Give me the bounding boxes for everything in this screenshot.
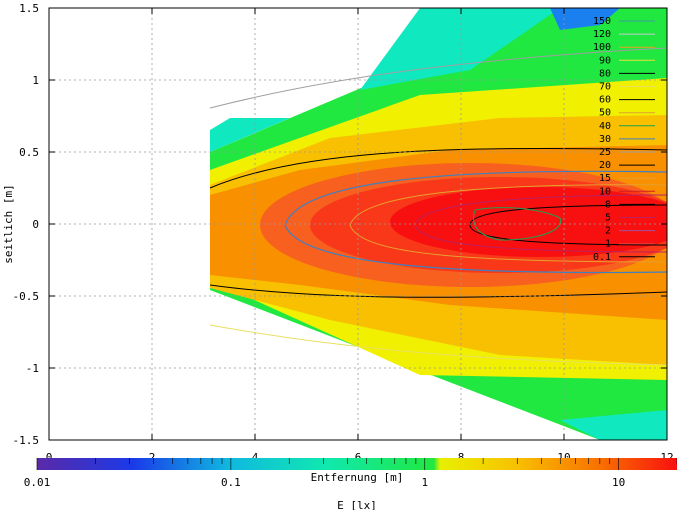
legend-label: 8 xyxy=(605,199,611,210)
heatmap-cyan-lower xyxy=(560,410,667,440)
y-tick-label: 1.5 xyxy=(19,2,39,15)
contour-line-lower-black xyxy=(209,284,667,298)
x-tick-label: 8 xyxy=(458,451,465,464)
colorbar-tick-label: 1 xyxy=(421,476,428,489)
legend-label: 25 xyxy=(599,147,611,158)
legend-label: 15 xyxy=(599,173,611,184)
x-axis-title: Entfernung [m] xyxy=(311,471,404,484)
contour-line-bottom-yellow xyxy=(209,324,667,366)
colorbar-tick-label: 10 xyxy=(612,476,625,489)
legend-label: 0.1 xyxy=(593,252,611,263)
y-tick-label: 0.5 xyxy=(19,146,39,159)
y-tick-label: 1 xyxy=(32,74,39,87)
heatmap-red xyxy=(390,187,667,257)
y-tick-label: -0.5 xyxy=(13,290,40,303)
legend-label: 60 xyxy=(599,95,611,106)
legend: 150 120 100 90 80 70 60 50 40 30 25 20 15 10 8 5 2 1 0.1 xyxy=(593,16,655,263)
x-tick-label: 4 xyxy=(252,451,259,464)
legend-label: 100 xyxy=(593,42,611,53)
x-tick-label: 6 xyxy=(355,451,362,464)
legend-label: 2 xyxy=(605,226,611,237)
contour-line-orange xyxy=(349,184,667,263)
colorbar-ticks: 0.01 0.1 1 10 xyxy=(24,458,677,489)
y-tick-label: -1 xyxy=(26,362,39,375)
legend-label: 10 xyxy=(599,186,611,197)
y-axis-title: seitlich [m] xyxy=(2,184,15,263)
contour-line-magenta xyxy=(414,194,667,253)
x-tick-label: 2 xyxy=(149,451,156,464)
legend-label: 1 xyxy=(605,239,611,250)
legend-label: 30 xyxy=(599,134,611,145)
x-tick-label: 0 xyxy=(46,451,53,464)
legend-label: 70 xyxy=(599,82,611,93)
legend-label: 50 xyxy=(599,108,611,119)
contour-line-blue xyxy=(284,170,667,274)
legend-label: 120 xyxy=(593,29,611,40)
legend-label: 5 xyxy=(605,213,611,224)
contour-line-inner-black xyxy=(469,204,667,246)
contour-line-core-green xyxy=(473,207,562,241)
colorbar xyxy=(37,458,677,470)
y-tick-label: 0 xyxy=(32,218,39,231)
colorbar-tick-label: 0.01 xyxy=(24,476,51,489)
contour-lines xyxy=(209,47,667,366)
contour-line-top-grey xyxy=(209,47,667,109)
grid xyxy=(49,8,667,440)
colorbar-tick-label: 0.1 xyxy=(221,476,241,489)
legend-label: 20 xyxy=(599,160,611,171)
legend-label: 90 xyxy=(599,55,611,66)
contour-line-upper-black xyxy=(209,147,667,189)
legend-label: 150 xyxy=(593,16,611,27)
y-tick-label: -1.5 xyxy=(13,434,40,447)
heatmap-cyan-upper xyxy=(360,8,560,90)
colorbar-title: E [lx] xyxy=(337,499,377,510)
legend-label: 80 xyxy=(599,68,611,79)
legend-label: 40 xyxy=(599,121,611,132)
heatmap-cyan-top xyxy=(210,118,290,152)
heatmap-blue-upper xyxy=(550,8,620,30)
